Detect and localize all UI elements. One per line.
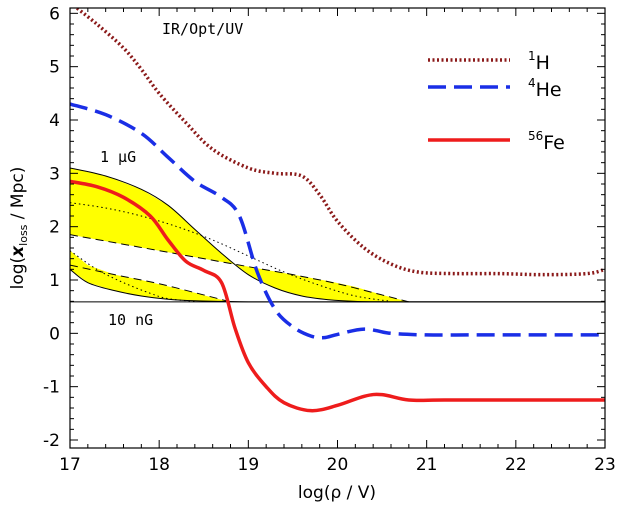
x-axis-label: log(ρ / V) [298, 483, 376, 503]
x-tick-label: 21 [416, 455, 438, 475]
legend-sup-4he: 4 [528, 76, 536, 90]
series-line-4he [70, 102, 605, 340]
lines-layer [70, 8, 605, 413]
y-tick-label: -1 [43, 378, 60, 398]
legend-base-56fe: Fe [543, 132, 565, 154]
annotation-bottom-field: 10 nG [108, 311, 153, 329]
legend: 1H 4He 56Fe [428, 49, 565, 154]
annotation-top-field: 1 μG [100, 148, 136, 166]
annotation-band: IR/Opt/UV [162, 20, 243, 38]
series-line-band-upper-dashed [70, 234, 409, 303]
y-tick-label: 2 [49, 218, 60, 238]
legend-base-4he: He [536, 79, 562, 101]
y-axis-label-suffix: / Mpc) [8, 167, 28, 225]
legend-sup-1h: 1 [528, 49, 536, 63]
legend-label-1h: 1H [528, 49, 550, 74]
x-tick-label: 18 [148, 455, 170, 475]
series-line-1h [73, 8, 605, 277]
x-tick-label: 17 [59, 455, 81, 475]
y-tick-label: -2 [43, 431, 60, 451]
series-line-band-lower-dotted [70, 250, 195, 302]
band-fill-0 [70, 168, 409, 302]
y-tick-label: 1 [49, 271, 60, 291]
legend-label-4he: 4He [528, 76, 562, 101]
y-tick-label: 0 [49, 324, 60, 344]
legend-label-56fe: 56Fe [528, 129, 565, 154]
y-axis-label-prefix: log( [8, 257, 28, 290]
series-line-band-upper-dotted [70, 202, 392, 302]
x-tick-label: 20 [327, 455, 349, 475]
y-tick-label: 6 [49, 4, 60, 24]
y-tick-label: 3 [49, 164, 60, 184]
x-tick-label: 22 [505, 455, 527, 475]
y-axis-label-sub: loss [17, 224, 30, 246]
x-tick-label: 19 [238, 455, 260, 475]
y-axis-label: log(xloss / Mpc) [8, 167, 30, 290]
series-line-56fe [70, 179, 605, 413]
legend-base-1h: H [536, 52, 550, 74]
y-axis-label-var: x [8, 245, 28, 258]
y-tick-label: 4 [49, 111, 60, 131]
y-tick-label: 5 [49, 58, 60, 78]
legend-sup-56fe: 56 [528, 129, 543, 143]
x-tick-label: 23 [594, 455, 616, 475]
